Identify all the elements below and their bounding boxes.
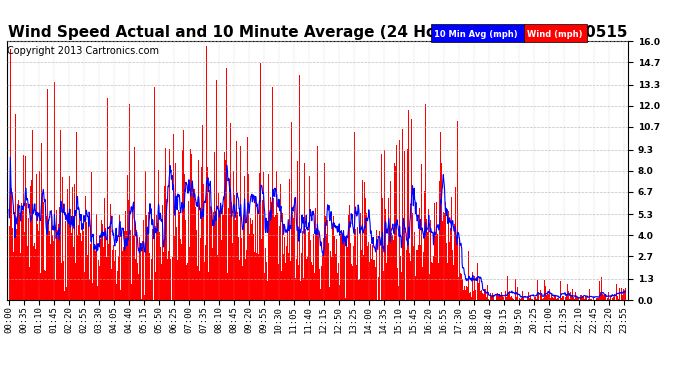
Text: Copyright 2013 Cartronics.com: Copyright 2013 Cartronics.com (7, 46, 159, 56)
Text: Wind (mph): Wind (mph) (527, 30, 582, 39)
Title: Wind Speed Actual and 10 Minute Average (24 Hours)  (New)  20130515: Wind Speed Actual and 10 Minute Average … (8, 25, 627, 40)
Text: 10 Min Avg (mph): 10 Min Avg (mph) (434, 30, 518, 39)
